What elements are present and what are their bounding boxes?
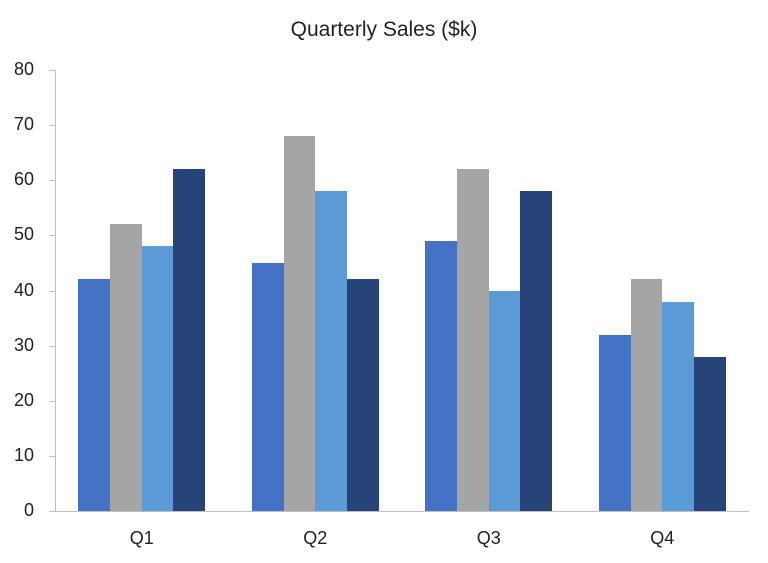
y-tick-label: 10 xyxy=(13,444,34,465)
bar-q1-series-4 xyxy=(173,169,206,511)
y-tick-label: 50 xyxy=(13,224,34,245)
x-tick-label: Q2 xyxy=(303,528,328,548)
y-tick-label: 0 xyxy=(23,500,34,520)
bar-q4-series-2 xyxy=(630,279,663,511)
bar-q4-series-1 xyxy=(598,334,631,511)
x-tick-label: Q3 xyxy=(476,528,501,548)
bar-q3-series-3 xyxy=(488,290,521,511)
y-tick-mark xyxy=(49,511,55,512)
bar-q1-series-2 xyxy=(110,224,142,511)
bar-q3-series-1 xyxy=(425,240,458,511)
x-axis-line xyxy=(55,511,749,512)
y-tick-mark xyxy=(49,235,55,237)
y-tick-label: 80 xyxy=(13,59,34,79)
y-tick-label: 30 xyxy=(13,334,34,355)
bar-q3-series-4 xyxy=(520,191,553,511)
bar-q2-series-2 xyxy=(283,136,316,511)
y-tick-mark xyxy=(49,125,55,127)
y-tick-label: 40 xyxy=(13,279,34,300)
y-tick-label: 60 xyxy=(13,169,34,190)
bar-q2-series-4 xyxy=(346,279,379,511)
bar-q2-series-1 xyxy=(251,262,284,511)
y-tick-mark xyxy=(49,455,55,457)
bar-q2-series-3 xyxy=(315,191,347,511)
y-tick-label: 70 xyxy=(13,114,34,135)
y-tick-mark xyxy=(49,290,55,292)
bar-q1-series-1 xyxy=(78,279,111,511)
bar-q1-series-3 xyxy=(141,246,174,511)
y-tick-mark xyxy=(49,400,55,402)
bar-q4-series-4 xyxy=(693,356,726,511)
chart-title: Quarterly Sales ($k) xyxy=(290,18,478,41)
y-tick-mark xyxy=(49,345,55,347)
y-tick-mark xyxy=(49,70,55,71)
y-tick-label: 20 xyxy=(13,389,34,410)
y-tick-mark xyxy=(49,180,55,182)
x-tick-label: Q4 xyxy=(650,528,675,548)
x-tick-label: Q1 xyxy=(129,528,154,548)
bar-q3-series-2 xyxy=(457,169,489,511)
bar-q4-series-3 xyxy=(662,301,694,511)
y-axis-line xyxy=(55,70,56,511)
